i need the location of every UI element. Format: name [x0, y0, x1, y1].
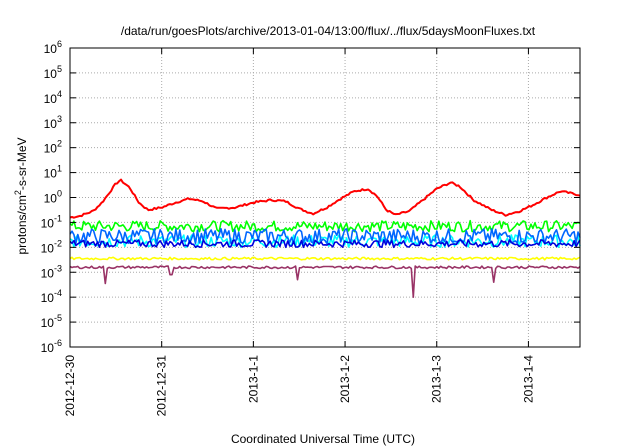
y-tick-label: 10-6: [41, 338, 62, 355]
x-tick-label: 2013-1-1: [246, 355, 260, 403]
y-tick-label: 100: [44, 189, 62, 206]
series-line-purple: [69, 265, 581, 299]
series-line-green: [69, 219, 581, 233]
y-tick-label: 101: [44, 164, 62, 181]
x-tick-label: 2012-12-30: [63, 355, 77, 417]
y-tick-label: 10-2: [41, 238, 62, 255]
y-tick-label: 10-5: [41, 313, 62, 330]
x-tick-label: 2013-1-4: [521, 355, 535, 403]
x-tick-label: 2012-12-31: [155, 355, 169, 417]
series-line-red: [69, 178, 581, 219]
y-tick-label: 104: [44, 89, 62, 106]
series-line-yellow: [69, 256, 581, 261]
y-tick-label: 10-1: [41, 213, 62, 230]
series-line-darkblue: [69, 239, 581, 249]
series-group: [69, 178, 581, 299]
y-tick-label: 10-3: [41, 263, 62, 280]
x-tick-label: 2013-1-3: [430, 355, 444, 403]
y-axis-label-post: -s-sr-MeV: [15, 137, 29, 190]
y-tick-label: 105: [44, 64, 62, 81]
y-tick-label: 102: [44, 139, 62, 156]
chart-title: /data/run/goesPlots/archive/2013-01-04/1…: [121, 24, 536, 38]
y-axis: 106 105 104 103 102 101 100 10-1 10-2 10-3 10-4 10-…: [41, 39, 580, 355]
series-line-blue: [69, 228, 581, 245]
y-axis-label-sup: 2: [13, 190, 23, 195]
y-axis-label-pre: protons/cm: [15, 195, 29, 254]
x-axis-label: Coordinated Universal Time (UTC): [231, 432, 415, 446]
x-tick-label: 2013-1-2: [338, 355, 352, 403]
grid: [70, 48, 580, 347]
y-axis-label: protons/cm2-s-sr-MeV: [13, 137, 29, 254]
y-tick-label: 103: [44, 114, 62, 131]
y-tick-label: 106: [44, 39, 62, 56]
y-tick-label: 10-4: [41, 288, 62, 305]
x-axis: 2012-12-30 2012-12-31 2013-1-1 2013-1-2 2013…: [63, 48, 535, 416]
